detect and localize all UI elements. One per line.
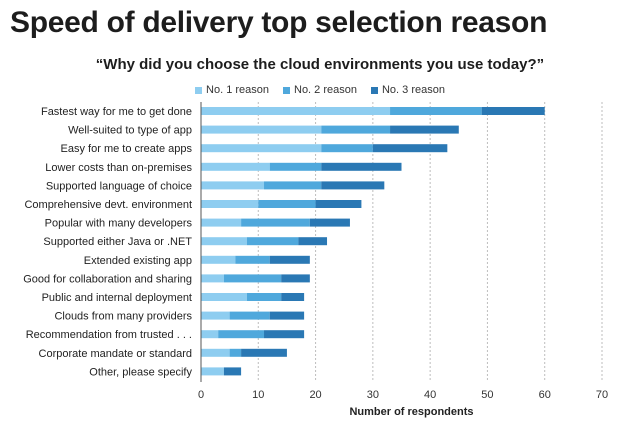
category-label: Lower costs than on-premises	[45, 162, 192, 174]
x-tick-label: 60	[539, 389, 551, 401]
bar-segment-2	[241, 218, 310, 227]
bar-segment-2	[390, 107, 482, 115]
category-label: Extended existing app	[84, 255, 192, 267]
bar-segment-1	[201, 255, 236, 264]
bar-segment-1	[201, 237, 247, 246]
category-label: Supported language of choice	[46, 180, 192, 192]
chart-subtitle: “Why did you choose the cloud environmen…	[95, 56, 545, 73]
bar-segment-3	[269, 255, 310, 264]
x-tick-label: 10	[252, 389, 264, 401]
legend-item: No. 3 reason	[370, 84, 445, 96]
bar-segment-2	[264, 181, 322, 190]
bar-segment-3	[321, 181, 385, 190]
legend-item: No. 2 reason	[283, 84, 357, 96]
bar-segment-1	[201, 218, 242, 227]
category-label: Supported either Java or .NET	[43, 236, 192, 248]
bar-segment-3	[223, 367, 242, 376]
legend-label: No. 3 reason	[381, 84, 445, 96]
category-label: Easy for me to create apps	[61, 143, 193, 155]
bar-segment-2	[218, 330, 265, 339]
legend-label: No. 2 reason	[294, 84, 357, 96]
bar-segment-3	[281, 293, 305, 301]
bar-segment-3	[309, 218, 350, 227]
bar-segment-2	[246, 293, 282, 301]
bar-segment-2	[246, 237, 299, 246]
bar-segment-3	[390, 125, 459, 134]
bar-segment-1	[201, 367, 224, 376]
bar-segment-1	[201, 348, 230, 357]
x-tick-label: 50	[481, 389, 493, 401]
bar-segment-3	[241, 348, 287, 357]
bar-segment-1	[201, 144, 322, 153]
category-label: Public and internal deployment	[42, 292, 192, 304]
bar-segment-2	[229, 311, 270, 320]
bar-segment-3	[264, 330, 305, 339]
bar-segment-2	[321, 125, 391, 134]
x-tick-label: 70	[596, 389, 608, 401]
category-label: Well-suited to type of app	[68, 125, 192, 137]
bar-segment-1	[201, 125, 322, 134]
bar-segment-2	[235, 255, 270, 264]
category-label: Recommendation from trusted . . .	[26, 329, 192, 341]
bar-segment-1	[201, 330, 219, 339]
chart-title: Speed of delivery top selection reason	[10, 6, 548, 39]
category-label: Good for collaboration and sharing	[23, 273, 192, 285]
bar-segment-1	[201, 311, 230, 320]
category-label: Popular with many developers	[45, 218, 193, 230]
legend-swatch	[195, 86, 203, 94]
x-tick-label: 20	[309, 389, 321, 401]
bar-segment-2	[321, 144, 373, 153]
legend-swatch	[370, 86, 378, 94]
bar-segment-3	[298, 237, 328, 246]
x-tick-label: 0	[198, 389, 204, 401]
x-axis-title: Number of respondents	[349, 406, 473, 418]
chart-legend: No. 1 reason No. 2 reason No. 3 reason	[0, 84, 640, 96]
bar-segment-1	[201, 162, 270, 171]
bar-segment-1	[201, 293, 247, 301]
bar-segment-3	[481, 107, 545, 115]
bar-segment-3	[321, 162, 402, 171]
bar-segment-2	[229, 348, 242, 357]
bar-segment-2	[258, 200, 316, 208]
category-label: Corporate mandate or standard	[39, 348, 192, 360]
x-tick-label: 40	[424, 389, 436, 401]
legend-item: No. 1 reason	[195, 84, 269, 96]
category-label: Other, please specify	[89, 366, 192, 378]
bar-segment-2	[269, 162, 322, 171]
category-label: Clouds from many providers	[54, 311, 192, 323]
bar-segment-3	[281, 274, 310, 283]
bar-segment-1	[201, 107, 391, 115]
bar-segment-3	[269, 311, 305, 320]
bar-segment-2	[223, 274, 282, 283]
category-label: Fastest way for me to get done	[41, 106, 192, 118]
bar-segment-3	[372, 144, 448, 153]
bar-segment-1	[201, 181, 265, 190]
bar-segment-3	[315, 200, 362, 208]
bar-segment-1	[201, 200, 259, 208]
x-tick-label: 30	[367, 389, 379, 401]
legend-swatch	[283, 86, 290, 94]
bar-segment-1	[201, 274, 224, 283]
legend-label: No. 1 reason	[206, 84, 269, 96]
category-label: Comprehensive devt. environment	[24, 199, 192, 211]
